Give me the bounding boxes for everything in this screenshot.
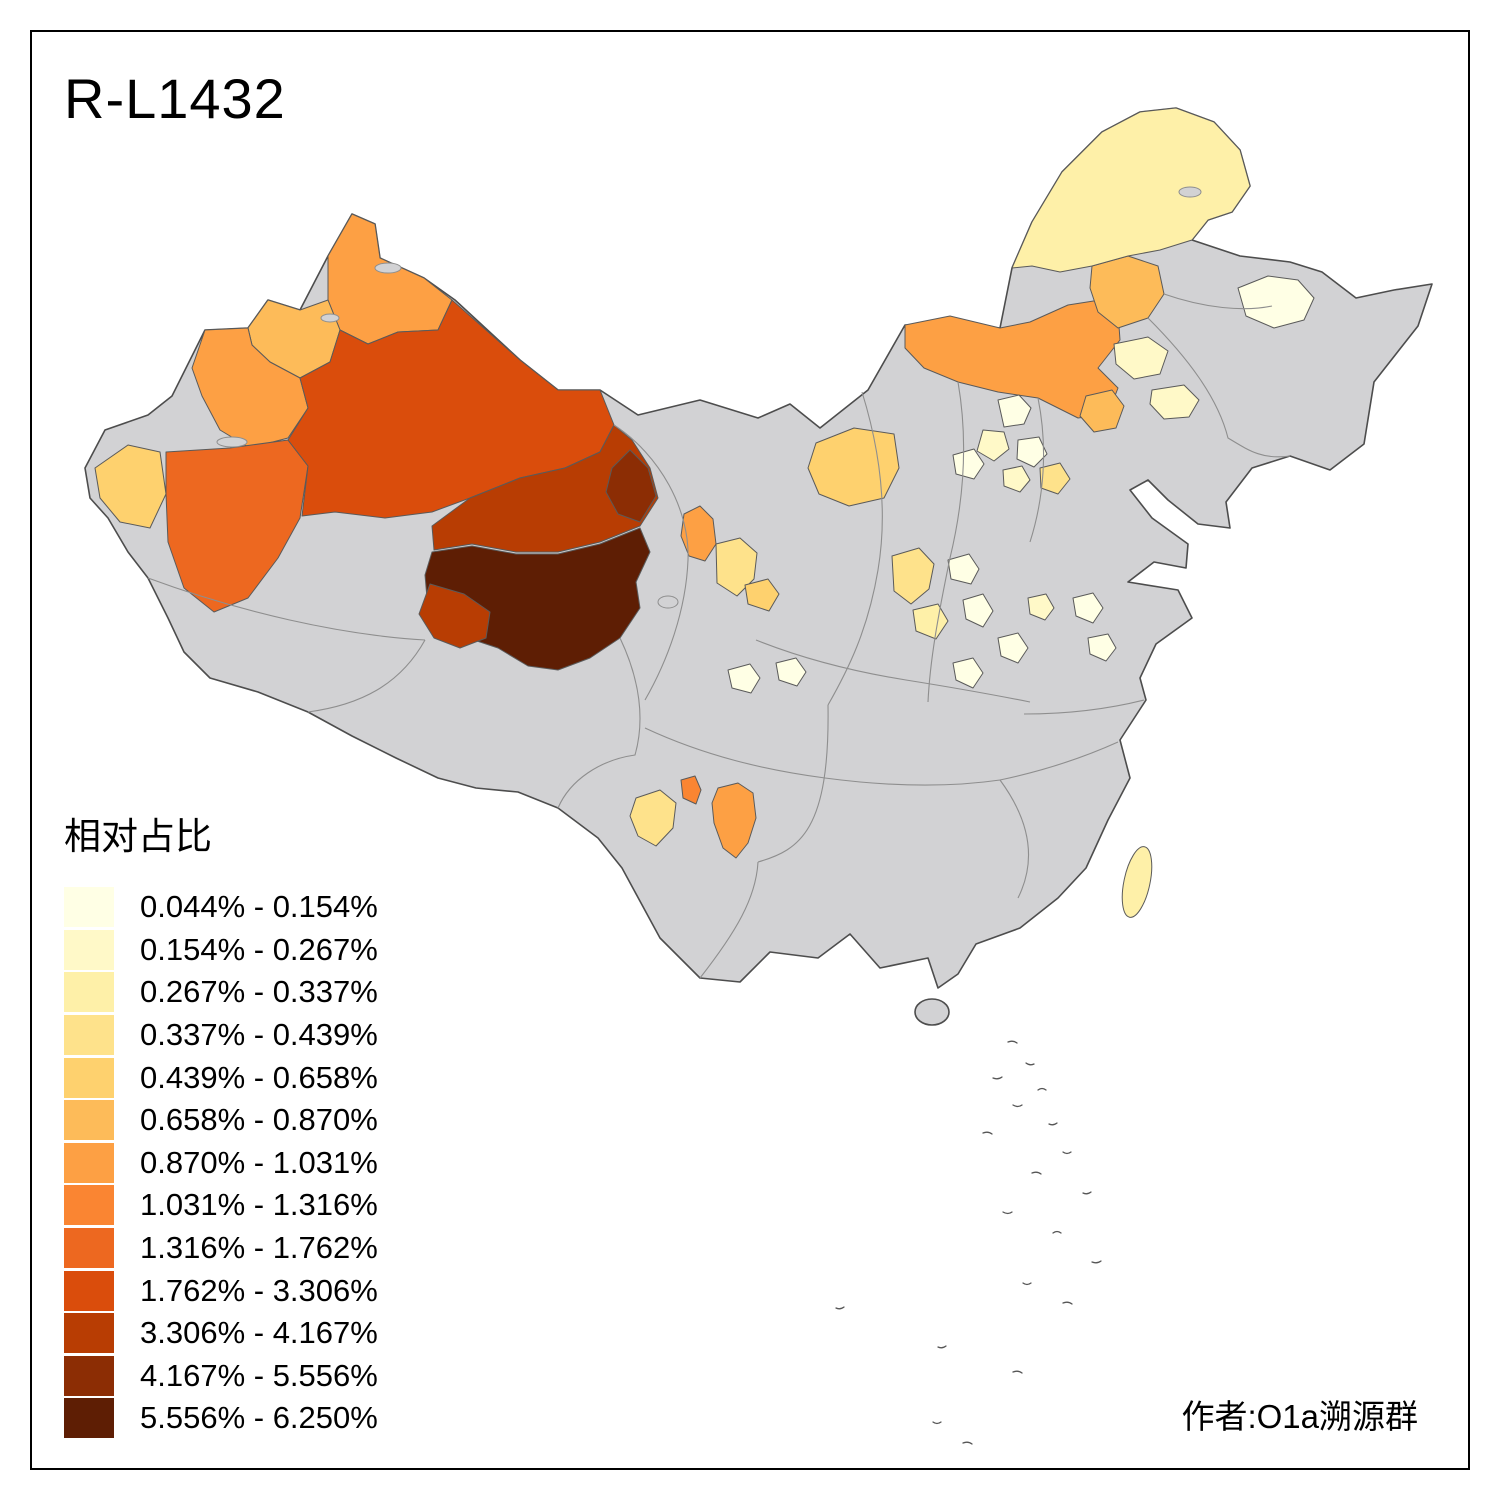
legend-label: 0.337% - 0.439% — [140, 1017, 378, 1053]
region-taiwan — [1121, 846, 1153, 918]
region-sichuan-1 — [727, 663, 761, 694]
legend-item: 3.306% - 4.167% — [64, 1312, 378, 1355]
legend-item: 0.154% - 0.267% — [64, 929, 378, 972]
region-hebei-4 — [952, 448, 985, 480]
legend-item: 0.439% - 0.658% — [64, 1056, 378, 1099]
region-gansu-strip — [605, 449, 657, 523]
legend-label: 1.316% - 1.762% — [140, 1230, 378, 1266]
region-hebei-2 — [976, 429, 1010, 462]
legend-label: 0.044% - 0.154% — [140, 889, 378, 925]
lake-ulungur — [374, 262, 402, 274]
legend-label: 3.306% - 4.167% — [140, 1315, 378, 1351]
region-northeast-far — [1237, 275, 1315, 329]
legend-swatch — [64, 929, 114, 970]
hainan-island — [914, 998, 950, 1026]
region-sichuan-2 — [775, 657, 807, 687]
legend-label: 0.439% - 0.658% — [140, 1059, 378, 1095]
page-title: R-L1432 — [64, 67, 286, 130]
region-guizhou-west — [711, 782, 757, 859]
region-central-7 — [1087, 633, 1117, 662]
region-hebei-3 — [1016, 436, 1048, 468]
legend-item: 1.316% - 1.762% — [64, 1227, 378, 1270]
legend-swatch — [64, 1142, 114, 1183]
legend-item: 1.762% - 3.306% — [64, 1269, 378, 1312]
region-central-1 — [947, 553, 980, 585]
legend-item: 5.556% - 6.250% — [64, 1397, 378, 1440]
region-hebei-6 — [1002, 465, 1031, 493]
legend-item: 0.658% - 0.870% — [64, 1099, 378, 1142]
region-gansu-west — [431, 424, 659, 553]
region-central-4 — [997, 632, 1029, 664]
credit-text: 作者:O1a溯源群 — [1181, 1398, 1418, 1435]
region-gansu-se — [744, 578, 780, 612]
lake-tarim-sliver — [216, 436, 248, 448]
lake-sayram — [320, 313, 340, 323]
legend-swatch — [64, 1015, 114, 1056]
south-china-sea-islands — [835, 1040, 1102, 1445]
legend-item: 0.870% - 1.031% — [64, 1142, 378, 1185]
region-yunnan-small — [680, 775, 702, 805]
legend-label: 1.762% - 3.306% — [140, 1272, 378, 1308]
lake-qinghai — [657, 595, 679, 609]
region-inner-mongolia-central — [904, 299, 1121, 419]
region-heilongjiang-2 — [1149, 384, 1200, 420]
legend-swatch — [64, 1100, 114, 1141]
legend-swatch — [64, 1270, 114, 1311]
region-hulunbuir — [1011, 107, 1251, 273]
legend-item: 0.267% - 0.337% — [64, 971, 378, 1014]
region-altay — [327, 213, 453, 345]
legend-label: 4.167% - 5.556% — [140, 1357, 378, 1393]
legend-item: 4.167% - 5.556% — [64, 1355, 378, 1398]
region-hebei-5 — [1039, 462, 1071, 495]
region-alxa — [680, 505, 717, 562]
region-ili — [191, 327, 309, 449]
region-aksu — [165, 439, 309, 613]
region-chifeng — [1079, 389, 1125, 433]
legend-swatch — [64, 1398, 114, 1439]
legend-item: 0.044% - 0.154% — [64, 886, 378, 929]
legend-label: 0.870% - 1.031% — [140, 1144, 378, 1180]
legend-label: 1.031% - 1.316% — [140, 1187, 378, 1223]
region-central-5 — [952, 657, 984, 689]
legend-swatch — [64, 1057, 114, 1098]
legend-label: 0.154% - 0.267% — [140, 931, 378, 967]
legend-title: 相对占比 — [64, 816, 212, 857]
region-hebei-1 — [997, 394, 1032, 428]
legend-item: 1.031% - 1.316% — [64, 1184, 378, 1227]
colored-regions — [94, 107, 1315, 859]
legend-items: 0.044% - 0.154% 0.154% - 0.267% 0.267% -… — [64, 886, 378, 1440]
legend-label: 0.267% - 0.337% — [140, 974, 378, 1010]
legend-swatch — [64, 887, 114, 928]
lake-hulun — [1178, 186, 1202, 198]
legend-item: 0.337% - 0.439% — [64, 1014, 378, 1057]
legend-swatch — [64, 972, 114, 1013]
region-central-8 — [1027, 593, 1055, 621]
region-qinghai-west — [418, 583, 491, 649]
legend-swatch — [64, 1228, 114, 1269]
legend-swatch — [64, 1313, 114, 1354]
legend-label: 5.556% - 6.250% — [140, 1400, 378, 1436]
legend-label: 0.658% - 0.870% — [140, 1102, 378, 1138]
region-yulin — [891, 547, 935, 605]
region-kashgar-west — [94, 444, 167, 529]
region-central-3 — [962, 593, 994, 628]
province-borders — [147, 293, 1291, 979]
region-yunnan-dali — [629, 789, 677, 847]
legend-swatch — [64, 1355, 114, 1396]
region-central-6 — [1072, 592, 1104, 624]
legend-swatch — [64, 1185, 114, 1226]
region-heilongjiang-1 — [1113, 336, 1169, 380]
legend: 相对占比 0.044% - 0.154% 0.154% - 0.267% 0.2… — [64, 806, 378, 1440]
lakes — [216, 186, 1202, 609]
region-gansu-mid — [715, 537, 758, 597]
